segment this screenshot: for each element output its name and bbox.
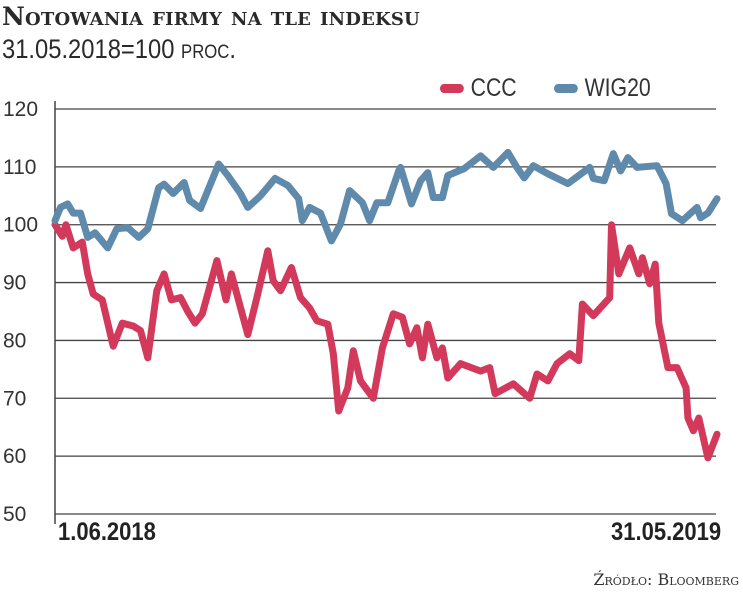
y-tick-label-90: 90	[3, 272, 26, 295]
legend-swatch-wig20	[554, 84, 578, 93]
chart-title: Notowania firmy na tle indeksu	[2, 2, 420, 31]
y-tick-label-110: 110	[3, 156, 36, 179]
source-note: Źródło: Bloomberg	[593, 570, 739, 589]
y-tick-label-100: 100	[3, 214, 38, 237]
legend: CCC WIG20	[440, 74, 692, 103]
legend-label-ccc: CCC	[470, 74, 517, 102]
y-tick-label-120: 120	[3, 98, 38, 121]
x-tick-label-start: 1.06.2018	[58, 518, 156, 546]
subtitle-value: 31.05.2018=100	[2, 34, 175, 64]
legend-swatch-ccc	[440, 84, 464, 93]
series-line-wig20	[51, 148, 721, 252]
legend-item-ccc: CCC	[440, 74, 517, 103]
y-tick-label-50: 50	[3, 503, 26, 526]
x-tick-label-end: 31.05.2019	[610, 518, 721, 546]
subtitle-unit: proc.	[181, 34, 236, 64]
legend-item-wig20: WIG20	[554, 74, 651, 103]
y-tick-label-80: 80	[3, 329, 26, 352]
y-tick-label-70: 70	[3, 387, 26, 410]
legend-label-wig20: WIG20	[584, 74, 651, 102]
series-line-ccc	[51, 221, 721, 462]
chart-subtitle: 31.05.2018=100 proc.	[2, 34, 236, 65]
y-tick-label-60: 60	[3, 445, 26, 468]
